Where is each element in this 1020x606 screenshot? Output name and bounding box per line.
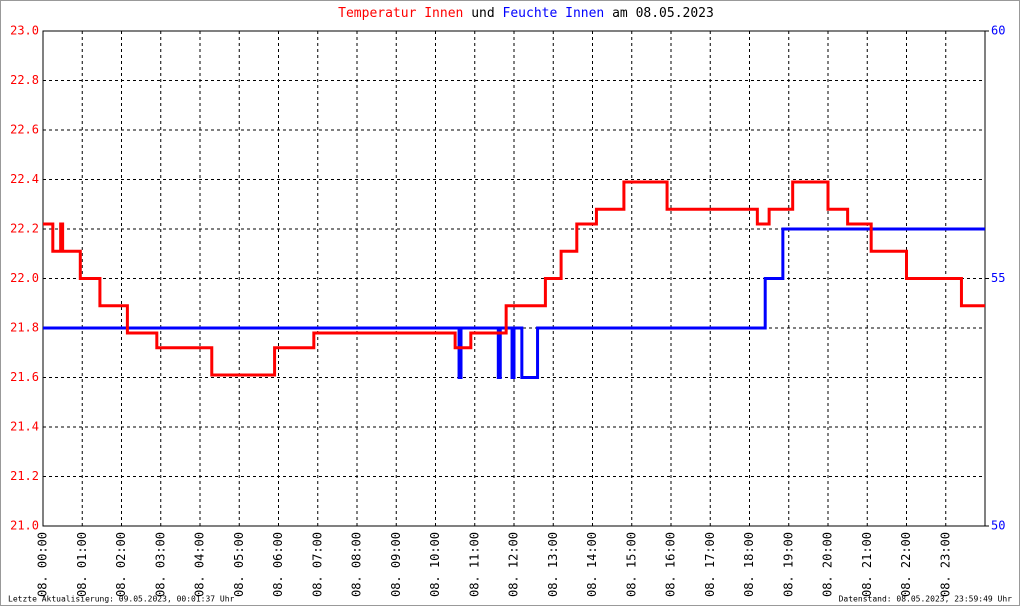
y-tick-label: 22.2 — [10, 222, 39, 236]
x-tick-label: 08. 04:00 — [193, 532, 207, 597]
x-tick-label: 08. 08:00 — [350, 532, 364, 597]
plot-border — [42, 30, 986, 527]
x-tick-label: 08. 16:00 — [664, 532, 678, 597]
title-series-1: Temperatur Innen — [338, 6, 463, 21]
x-tick-label: 08. 12:00 — [507, 532, 521, 597]
y2-tick-label: 60 — [991, 24, 1005, 38]
x-tick-label: 08. 00:00 — [36, 532, 50, 597]
title-series-2: Feuchte Innen — [503, 6, 605, 21]
x-tick-label: 08. 13:00 — [546, 532, 560, 597]
y2-tick-label: 50 — [991, 519, 1005, 533]
x-tick-label: 08. 19:00 — [781, 532, 795, 597]
x-tick-label: 08. 14:00 — [585, 532, 599, 597]
x-tick-label: 08. 09:00 — [389, 532, 403, 597]
x-tick-label: 08. 11:00 — [467, 532, 481, 597]
x-tick-label: 08. 15:00 — [624, 532, 638, 597]
x-tick-label: 08. 20:00 — [821, 532, 835, 597]
footer-right: Datenstand: 08.05.2023, 23:59:49 Uhr — [839, 595, 1013, 604]
x-tick-label: 08. 02:00 — [114, 532, 128, 597]
y-tick-label: 22.4 — [10, 172, 39, 186]
y-tick-label: 22.6 — [10, 123, 39, 137]
series-line — [43, 227, 985, 379]
y-tick-label: 21.6 — [10, 370, 39, 384]
x-tick-label: 08. 22:00 — [899, 532, 913, 597]
x-tick-label: 08. 18:00 — [742, 532, 756, 597]
x-tick-label: 08. 10:00 — [428, 532, 442, 597]
series-line — [43, 180, 985, 377]
y-tick-label: 22.8 — [10, 73, 39, 87]
y-tick-label: 21.4 — [10, 420, 39, 434]
chart-title: Temperatur Innen und Feuchte Innen am 08… — [338, 6, 714, 21]
title-joiner: und — [471, 6, 494, 21]
x-tick-label: 08. 21:00 — [860, 532, 874, 597]
x-tick-label: 08. 23:00 — [938, 532, 952, 597]
x-tick-label: 08. 03:00 — [153, 532, 167, 597]
x-tick-label: 08. 07:00 — [310, 532, 324, 597]
title-suffix: am 08.05.2023 — [612, 6, 714, 21]
x-tick-label: 08. 01:00 — [75, 532, 89, 597]
y-tick-label: 22.0 — [10, 271, 39, 285]
footer-left: Letzte Aktualisierung: 09.05.2023, 00:01… — [8, 595, 235, 604]
x-tick-label: 08. 05:00 — [232, 532, 246, 597]
y-tick-label: 21.0 — [10, 519, 39, 533]
y-tick-label: 21.8 — [10, 321, 39, 335]
y-tick-label: 23.0 — [10, 24, 39, 38]
x-tick-label: 08. 06:00 — [271, 532, 285, 597]
y2-tick-label: 55 — [991, 271, 1005, 285]
y-tick-label: 21.2 — [10, 469, 39, 483]
x-tick-label: 08. 17:00 — [703, 532, 717, 597]
